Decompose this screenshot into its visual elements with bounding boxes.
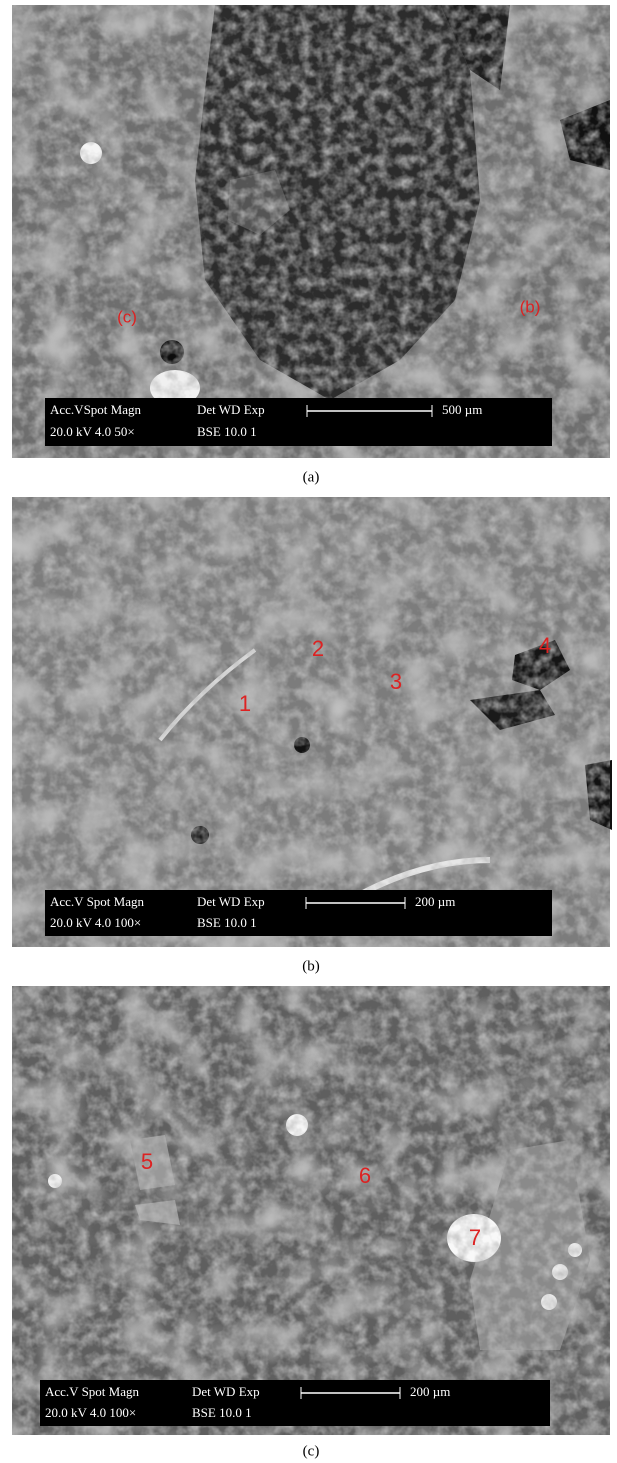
annotation: 5	[141, 1149, 153, 1174]
info-value: 20.0 kV 4.0 100×	[50, 915, 141, 930]
info-value: BSE 10.0 1	[197, 915, 257, 930]
info-head: Det WD Exp	[197, 402, 265, 417]
panel-c: 5 6 7 Acc.V Spot Magn Det WD Exp 20.0 kV…	[12, 986, 610, 1459]
info-head: Acc.VSpot Magn	[50, 402, 141, 417]
panel-label: (c)	[303, 1443, 320, 1459]
annotation: 4	[539, 633, 551, 658]
info-value: 20.0 kV 4.0 50×	[50, 424, 135, 439]
info-value: 20.0 kV 4.0 100×	[45, 1405, 136, 1420]
info-value: BSE 10.0 1	[197, 424, 257, 439]
scale-label: 500 µm	[442, 402, 482, 417]
scale-label: 200 µm	[410, 1384, 450, 1399]
annotation: 6	[359, 1163, 371, 1188]
figure: (c) (b) Acc.VSpot Magn Det WD Exp 20.0 k…	[0, 0, 617, 1463]
info-head: Det WD Exp	[192, 1384, 260, 1399]
panel-label: (b)	[302, 958, 320, 974]
texture	[12, 986, 610, 1435]
info-head: Acc.V Spot Magn	[50, 894, 145, 909]
texture	[12, 5, 610, 458]
scale-label: 200 µm	[415, 894, 455, 909]
annotation: 3	[390, 669, 402, 694]
info-head: Det WD Exp	[197, 894, 265, 909]
annotation: (b)	[520, 297, 541, 316]
annotation: 7	[469, 1225, 481, 1250]
info-head: Acc.V Spot Magn	[45, 1384, 140, 1399]
panel-label: (a)	[303, 469, 320, 485]
texture	[12, 497, 610, 947]
info-value: BSE 10.0 1	[192, 1405, 252, 1420]
annotation: (c)	[117, 307, 137, 326]
panel-a: (c) (b) Acc.VSpot Magn Det WD Exp 20.0 k…	[12, 5, 610, 485]
panel-b: 1 2 3 4 Acc.V Spot Magn Det WD Exp 20.0 …	[12, 497, 612, 974]
annotation: 2	[312, 636, 324, 661]
annotation: 1	[239, 691, 251, 716]
